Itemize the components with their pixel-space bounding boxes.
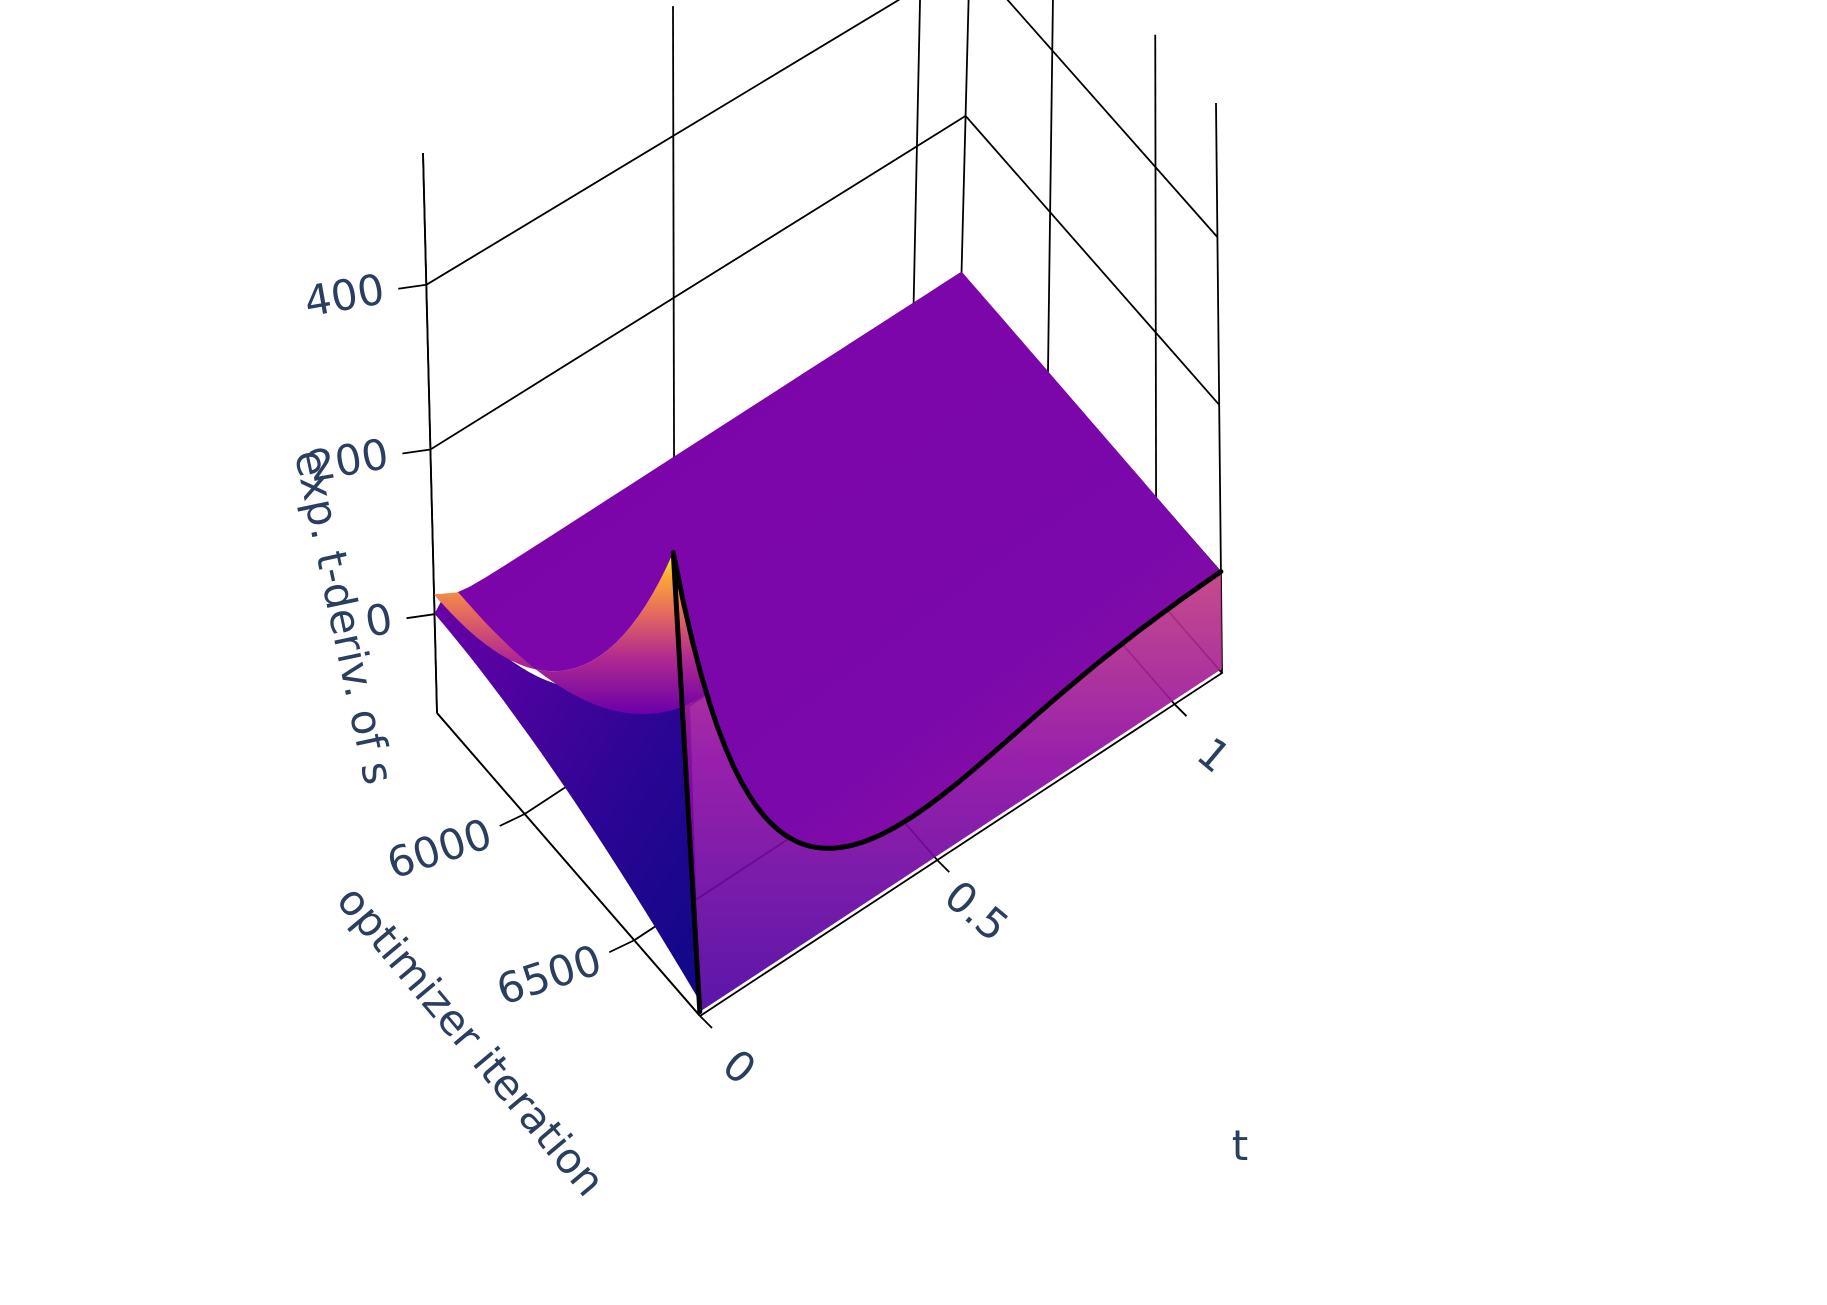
surface [434, 271, 1224, 1015]
surface-sheet [434, 271, 1221, 848]
y-tick-label: 6500 [491, 935, 608, 1015]
x-tick-label: 0.5 [935, 871, 1018, 951]
surface-peak-ridge [434, 552, 707, 715]
z-gridline [425, 0, 1219, 286]
y-tick-label: 6000 [381, 809, 498, 889]
box-edge [422, 152, 438, 714]
y-tick [499, 813, 526, 827]
z-tick [406, 613, 435, 620]
z-tick [402, 448, 431, 455]
z-tick-label: 400 [301, 264, 388, 326]
highlighted-slice-line [670, 550, 1224, 1015]
x-tick-label: 1 [1188, 728, 1240, 783]
x-tick [699, 1015, 713, 1029]
y-axis-title: optimizer iteration [327, 876, 615, 1205]
y-tick [608, 939, 635, 954]
surface-front-slice [673, 552, 1222, 1012]
x-tick-label: 0 [713, 1040, 765, 1095]
box-edge [1215, 102, 1223, 674]
x-tick [936, 859, 950, 873]
floor-front-edge [436, 712, 701, 1017]
z-tick [398, 283, 427, 290]
x-tick [1173, 703, 1188, 717]
x-axis-title: t [1232, 1121, 1248, 1170]
